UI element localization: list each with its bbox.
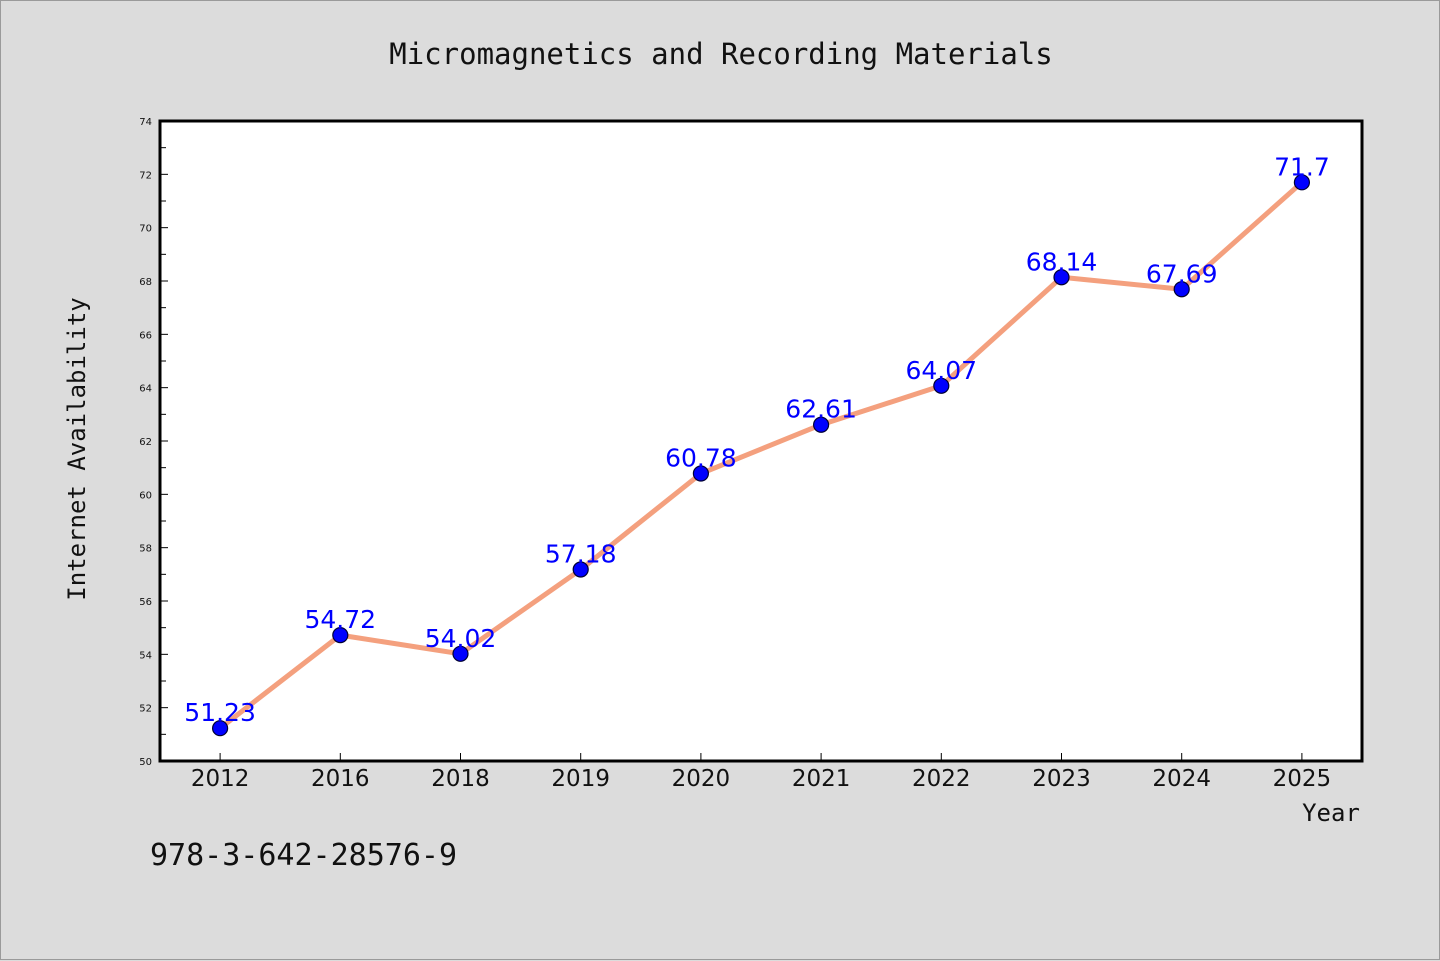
data-label: 54.72 (305, 605, 377, 634)
isbn-footer: 978-3-642-28576-9 (150, 838, 457, 873)
series-line-group (217, 179, 1305, 731)
y-tick-label: 66 (139, 330, 152, 341)
y-tick-label: 70 (139, 224, 152, 235)
data-point (1173, 281, 1190, 298)
data-point (1293, 174, 1311, 191)
y-tick-label: 72 (139, 170, 152, 181)
y-tick-label: 56 (139, 597, 152, 608)
data-markers (212, 174, 1311, 737)
x-axis-title: Year (1302, 799, 1360, 827)
x-tick-label: 2021 (792, 766, 851, 792)
data-label: 51.23 (184, 698, 256, 727)
plot-area (160, 121, 1362, 761)
y-tick-label: 60 (139, 490, 152, 501)
series-line (217, 179, 1305, 731)
data-point (812, 416, 830, 433)
data-point (1053, 269, 1070, 286)
plot-frame (158, 119, 1364, 763)
x-tick-label: 2020 (672, 766, 731, 792)
y-axis-title: Internet Availability (63, 297, 91, 600)
x-tick-label: 2018 (431, 766, 490, 792)
y-tick-label: 54 (139, 650, 152, 661)
x-tick-label: 2025 (1273, 766, 1332, 792)
data-label: 71.7 (1274, 152, 1330, 181)
data-point (933, 377, 950, 394)
y-tick-label: 68 (139, 277, 152, 288)
x-tick-label: 2019 (551, 766, 610, 792)
x-tick-label: 2012 (191, 766, 250, 792)
y-axis: 50 52 54 56 58 60 62 64 66 68 70 72 74 (139, 117, 168, 768)
data-labels: 51.23 54.72 54.02 57.18 60.78 62.61 64.07 68.14… (184, 152, 1329, 727)
data-label: 67.69 (1146, 259, 1218, 288)
data-point (572, 561, 589, 578)
x-axis: 2012 2016 2018 2019 2020 2021 2022 2023 2024 2025 (191, 753, 1331, 792)
y-tick-label: 64 (139, 384, 152, 395)
y-tick-label: 74 (139, 117, 152, 128)
y-tick-label: 50 (139, 757, 152, 768)
data-label: 68.14 (1026, 247, 1098, 276)
x-tick-label: 2016 (311, 766, 370, 792)
chart-title: Micromagnetics and Recording Materials (389, 37, 1052, 71)
x-tick-label: 2023 (1032, 766, 1091, 792)
data-label: 57.18 (545, 540, 617, 569)
x-tick-label: 2022 (912, 766, 971, 792)
data-point (452, 645, 469, 662)
y-tick-label: 62 (139, 437, 152, 448)
data-label: 64.07 (906, 356, 978, 385)
data-label: 60.78 (665, 444, 737, 473)
data-label: 62.61 (785, 395, 857, 424)
data-point (692, 465, 710, 482)
data-label: 54.02 (425, 624, 497, 653)
y-tick-label: 52 (139, 704, 152, 715)
data-point (212, 720, 229, 737)
x-tick-label: 2024 (1152, 766, 1211, 792)
data-point (332, 627, 349, 644)
y-tick-label: 58 (139, 544, 152, 555)
